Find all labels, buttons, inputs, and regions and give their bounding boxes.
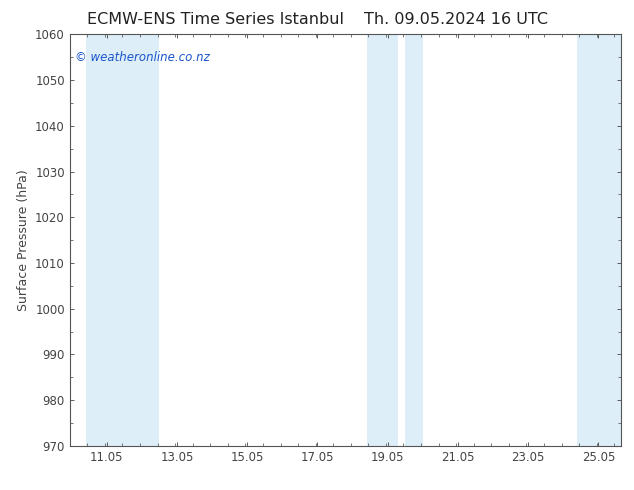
Bar: [405, 34, 423, 446]
Text: ECMW-ENS Time Series Istanbul: ECMW-ENS Time Series Istanbul: [87, 12, 344, 27]
Text: Th. 09.05.2024 16 UTC: Th. 09.05.2024 16 UTC: [365, 12, 548, 27]
Bar: [578, 34, 621, 446]
Text: © weatheronline.co.nz: © weatheronline.co.nz: [75, 51, 210, 64]
Bar: [86, 34, 159, 446]
Bar: [366, 34, 398, 446]
Y-axis label: Surface Pressure (hPa): Surface Pressure (hPa): [16, 169, 30, 311]
